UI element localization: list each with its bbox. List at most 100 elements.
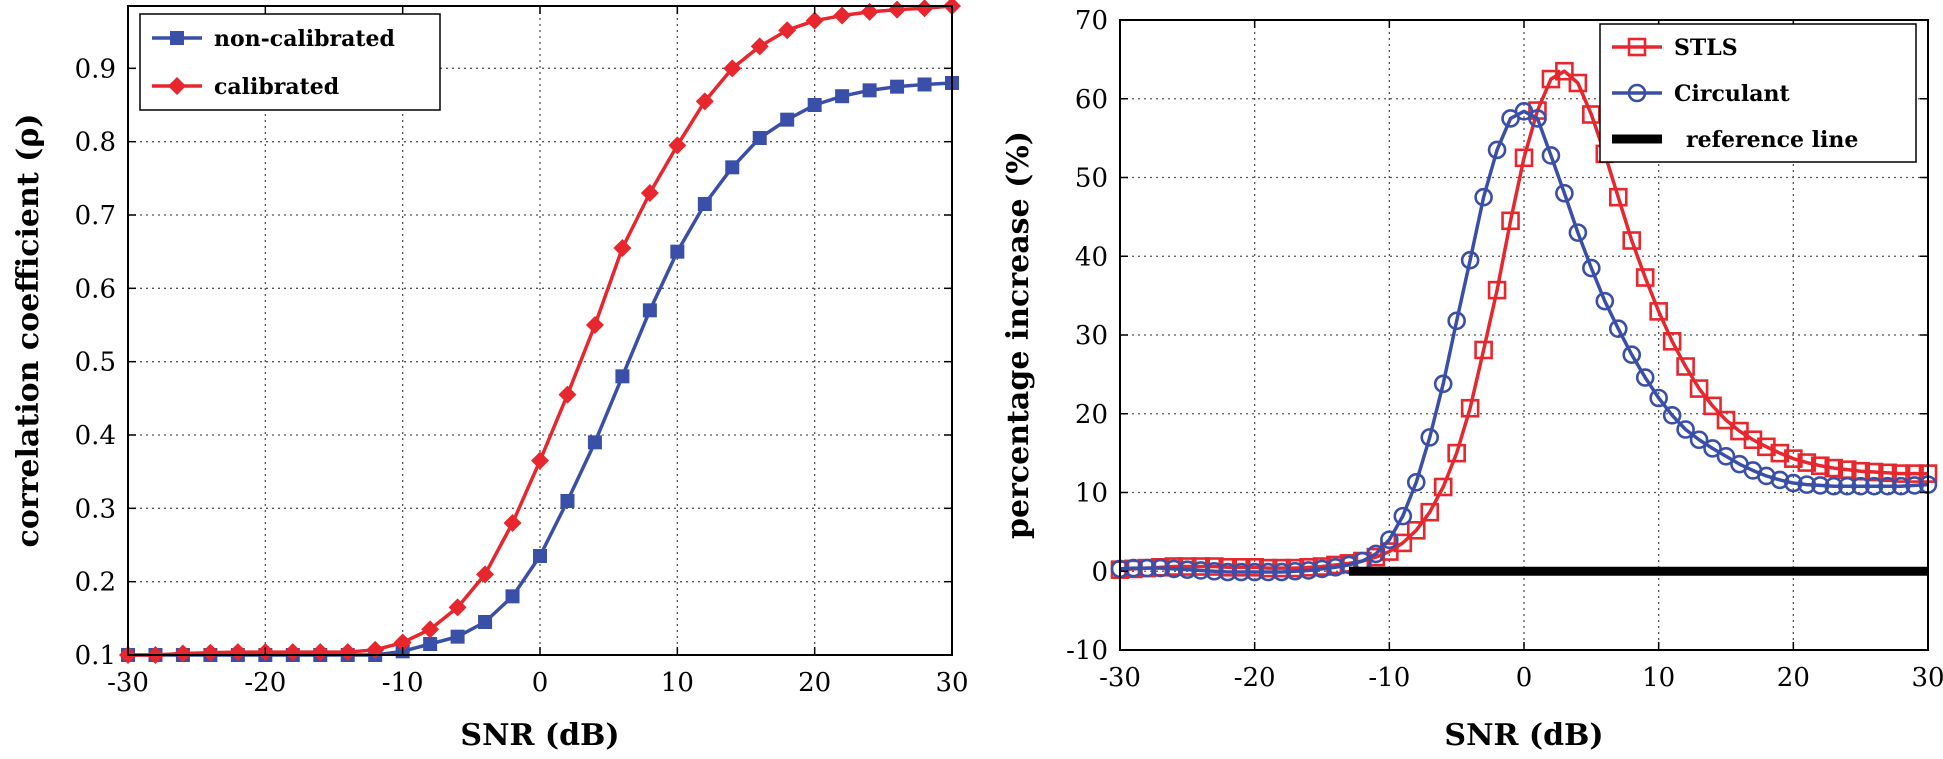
- data-point: [805, 11, 824, 30]
- y-tick-label: 30: [1075, 321, 1108, 351]
- x-tick-label: -20: [1234, 663, 1276, 693]
- data-point: [725, 160, 740, 175]
- data-point: [1662, 331, 1682, 351]
- data-point: [1891, 464, 1911, 483]
- x-axis-title: SNR (dB): [1444, 718, 1603, 753]
- legend-item: non-calibrated: [152, 26, 395, 52]
- data-point: [1406, 472, 1426, 492]
- data-point: [558, 385, 577, 404]
- data-point: [1622, 231, 1642, 250]
- y-tick-label: 0.6: [75, 274, 116, 304]
- data-point: [1703, 439, 1722, 458]
- data-point: [1905, 464, 1924, 483]
- legend-box: [139, 13, 441, 111]
- data-point: [1433, 374, 1453, 394]
- legend-label: non-calibrated: [214, 26, 395, 52]
- data-point: [862, 83, 877, 98]
- data-point: [1864, 462, 1884, 482]
- y-tick-label: 10: [1075, 479, 1108, 509]
- data-point: [421, 620, 440, 639]
- legend-label: STLS: [1674, 35, 1738, 61]
- data-point: [1689, 379, 1709, 398]
- legend-label: calibrated: [214, 74, 339, 100]
- y-tick-label: 60: [1075, 85, 1108, 115]
- data-point: [917, 77, 932, 92]
- data-point: [1191, 561, 1211, 580]
- data-point: [201, 643, 220, 662]
- data-point: [1851, 476, 1870, 496]
- data-point: [1555, 183, 1574, 203]
- data-point: [860, 2, 879, 21]
- data-point: [833, 6, 852, 25]
- y-tick-label: 0.8: [75, 128, 116, 158]
- data-point: [835, 89, 850, 104]
- data-point: [1178, 560, 1197, 579]
- data-point: [1487, 280, 1507, 300]
- data-point: [1770, 443, 1790, 463]
- data-point: [587, 435, 602, 450]
- legend-swatch-marker: [170, 31, 184, 45]
- series-line: [1119, 109, 1929, 574]
- data-point: [1622, 345, 1642, 364]
- data-point: [1568, 223, 1588, 242]
- data-point: [1635, 268, 1655, 287]
- data-point: [1797, 453, 1817, 472]
- series-calibrated: [119, 0, 961, 664]
- x-tick-label: 0: [532, 668, 549, 698]
- data-point: [670, 244, 685, 259]
- data-point: [1837, 476, 1857, 496]
- data-point: [1312, 559, 1332, 579]
- data-point: [642, 303, 657, 318]
- data-point: [1326, 558, 1345, 577]
- data-point: [890, 79, 905, 94]
- data-point: [1137, 558, 1157, 578]
- data-point: [1285, 561, 1305, 581]
- data-point: [1272, 562, 1291, 582]
- y-axis-title: percentage increase (%): [1001, 131, 1036, 539]
- data-point: [503, 514, 522, 532]
- legend-swatch-marker: [168, 77, 186, 95]
- data-point: [1891, 476, 1911, 496]
- y-tick-label: 0.3: [75, 494, 116, 524]
- data-point: [1905, 476, 1924, 495]
- data-point: [1810, 476, 1830, 495]
- data-point: [1676, 357, 1695, 376]
- data-point: [1447, 443, 1466, 463]
- data-point: [697, 197, 712, 211]
- data-point: [448, 598, 467, 617]
- data-point: [1164, 559, 1184, 579]
- legend-swatch-marker: [1627, 83, 1647, 103]
- data-point: [1299, 561, 1318, 580]
- legend: STLS Circulant reference line: [1599, 23, 1917, 163]
- data-point: [1420, 428, 1440, 447]
- y-tick-label: 50: [1075, 164, 1108, 194]
- data-point: [1245, 562, 1264, 582]
- data-point: [1582, 258, 1601, 278]
- legend-label: reference line: [1686, 127, 1858, 153]
- data-point: [1810, 456, 1830, 476]
- data-point: [1824, 458, 1844, 478]
- data-point: [1784, 473, 1803, 493]
- data-point: [1784, 449, 1803, 468]
- data-point: [1124, 558, 1143, 578]
- data-point: [1703, 396, 1722, 416]
- y-tick-label: 0.5: [75, 348, 116, 378]
- data-point: [450, 629, 465, 644]
- x-tick-label: 30: [935, 668, 968, 698]
- legend-item: calibrated: [152, 74, 339, 100]
- data-point: [1514, 148, 1534, 168]
- data-point: [478, 615, 493, 629]
- y-tick-label: 70: [1075, 6, 1108, 36]
- y-tick-label: 0.9: [75, 54, 116, 84]
- y-tick-label: 0.4: [75, 421, 116, 451]
- data-point: [752, 131, 767, 145]
- data-point: [1568, 73, 1588, 93]
- data-point: [1878, 463, 1897, 483]
- data-point: [338, 643, 357, 662]
- data-point: [1716, 410, 1736, 430]
- series-line: [1119, 69, 1928, 572]
- data-point: [915, 0, 934, 18]
- data-point: [750, 37, 769, 56]
- data-point: [807, 98, 822, 112]
- data-point: [723, 59, 742, 78]
